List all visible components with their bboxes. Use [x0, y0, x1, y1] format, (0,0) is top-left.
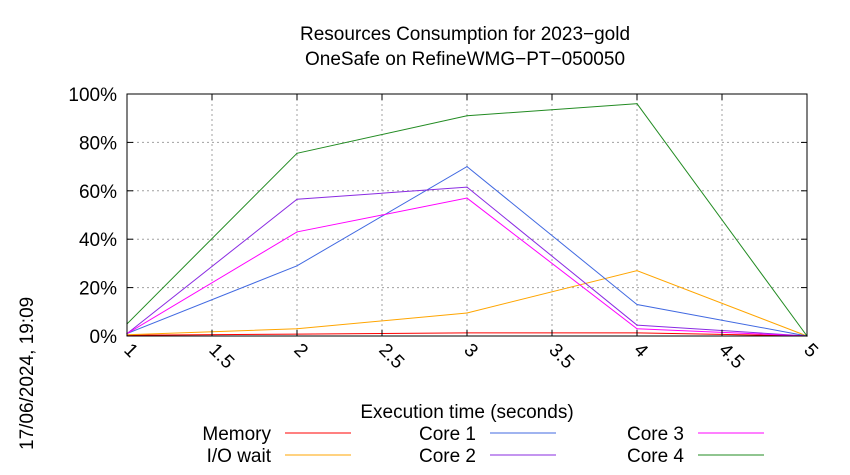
y-tick-label: 60%: [79, 182, 117, 203]
x-tick-label: 1: [119, 340, 141, 362]
data-point: [466, 197, 468, 199]
y-tick-label: 20%: [79, 279, 117, 300]
data-point: [296, 152, 298, 154]
chart-title-line-2: OneSafe on RefineWMG−PT−050050: [305, 49, 625, 70]
data-point: [636, 328, 638, 330]
data-point: [636, 103, 638, 105]
legend-label: I/O wait: [207, 446, 272, 467]
x-axis-label: Execution time (seconds): [360, 402, 573, 423]
chart-title-line-1: Resources Consumption for 2023−gold: [300, 24, 630, 45]
data-point: [636, 324, 638, 326]
data-point: [296, 231, 298, 233]
x-tick-label: 2: [289, 340, 311, 362]
data-point: [296, 328, 298, 330]
y-tick-label: 100%: [68, 85, 117, 106]
data-point: [296, 198, 298, 200]
x-tick-label: 5: [799, 340, 821, 362]
data-point: [466, 186, 468, 188]
grid: [127, 94, 807, 336]
x-tick-label: 3: [459, 340, 481, 362]
y-tick-label: 40%: [79, 230, 117, 251]
y-tick-label: 80%: [79, 133, 117, 154]
data-point: [466, 312, 468, 314]
legend-label: Core 3: [627, 424, 684, 445]
data-point: [296, 265, 298, 267]
data-point: [636, 270, 638, 272]
legend-label: Core 1: [419, 424, 476, 445]
data-point: [636, 303, 638, 306]
x-tick-label: 1.5: [204, 340, 238, 374]
x-tick-label: 4.5: [714, 340, 748, 374]
x-tick-label: 3.5: [544, 340, 578, 374]
x-tick-label: 4: [629, 340, 652, 363]
x-tick-label: 2.5: [374, 340, 408, 374]
timestamp: 17/06/2024, 19:09: [17, 297, 38, 450]
legend-label: Memory: [202, 424, 271, 445]
data-point: [466, 115, 468, 117]
legend-label: Core 4: [627, 446, 684, 467]
y-tick-label: 0%: [90, 327, 118, 348]
legend-label: Core 2: [419, 446, 476, 467]
data-point: [466, 166, 468, 168]
